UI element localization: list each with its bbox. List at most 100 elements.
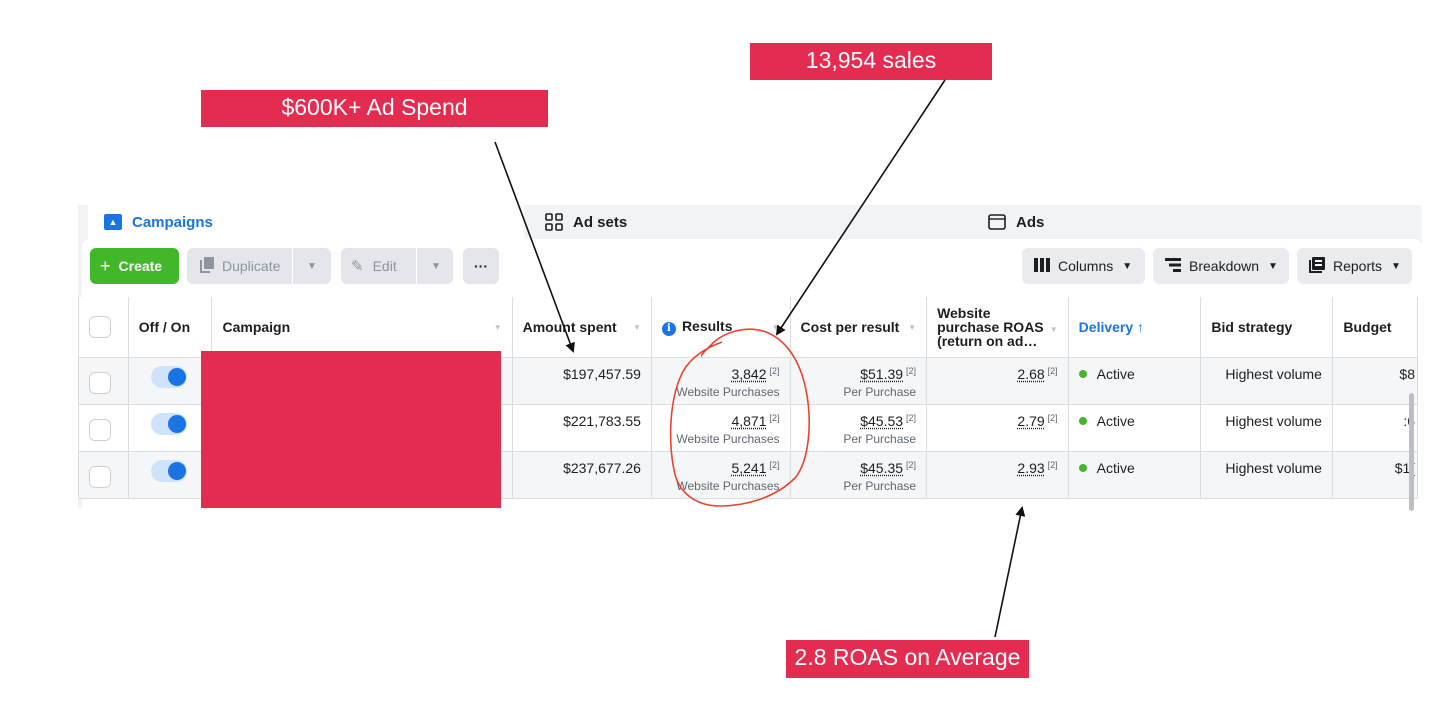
duplicate-button[interactable]: Duplicate ▼ bbox=[187, 248, 331, 284]
campaigns-panel: + Create Duplicate ▼ ✎ Edit ▼ ··· bbox=[78, 239, 1422, 508]
row-checkbox[interactable] bbox=[89, 465, 111, 488]
column-label: Cost per result bbox=[800, 318, 900, 335]
columns-button[interactable]: Columns ▼ bbox=[1022, 248, 1145, 284]
results-type-label: Website Purchases bbox=[676, 478, 780, 493]
tab-label: Ad sets bbox=[573, 213, 628, 231]
tab-ad-sets[interactable]: Ad sets bbox=[524, 205, 974, 239]
select-all-checkbox[interactable] bbox=[89, 315, 111, 338]
delivery-status: Active bbox=[1096, 365, 1135, 382]
footnote-marker[interactable]: [2] bbox=[769, 459, 780, 470]
sort-icon[interactable]: ▼ bbox=[908, 323, 917, 332]
split-divider bbox=[292, 248, 293, 284]
reports-icon bbox=[1309, 256, 1325, 276]
columns-label: Columns bbox=[1058, 258, 1114, 274]
column-header-results[interactable]: i Results ▼ bbox=[650, 297, 791, 358]
duplicate-label: Duplicate bbox=[222, 258, 281, 274]
pencil-icon: ✎ bbox=[351, 258, 364, 275]
column-label: Bid strategy bbox=[1211, 318, 1293, 335]
results-type-label: Website Purchases bbox=[676, 384, 780, 399]
column-header-delivery[interactable]: Delivery ↑ bbox=[1067, 297, 1202, 358]
tab-campaigns[interactable]: ▲ Campaigns bbox=[88, 205, 524, 239]
campaign-name-redaction bbox=[201, 351, 501, 508]
campaign-toggle[interactable] bbox=[150, 412, 187, 435]
roas-value[interactable]: 2.79 bbox=[1017, 412, 1045, 429]
column-header-cost-per-result[interactable]: Cost per result ▼ bbox=[789, 297, 928, 358]
toolbar: + Create Duplicate ▼ ✎ Edit ▼ ··· bbox=[82, 239, 1422, 297]
roas-value[interactable]: 2.93 bbox=[1017, 459, 1045, 476]
results-value[interactable]: 5,241 bbox=[731, 459, 767, 476]
roas-value[interactable]: 2.68 bbox=[1017, 365, 1045, 382]
edit-dropdown-icon[interactable]: ▼ bbox=[431, 261, 441, 272]
column-label: Amount spent bbox=[522, 318, 617, 335]
tab-label: Campaigns bbox=[132, 213, 213, 231]
tab-ads[interactable]: Ads bbox=[974, 205, 1410, 239]
column-label: Results bbox=[681, 317, 733, 334]
column-header-off-on[interactable]: Off / On bbox=[127, 297, 213, 358]
column-label: Delivery bbox=[1078, 318, 1134, 335]
footnote-marker[interactable]: [2] bbox=[769, 365, 780, 376]
info-icon[interactable]: i bbox=[661, 321, 676, 336]
more-icon: ··· bbox=[474, 258, 488, 274]
column-header-campaign[interactable]: Campaign ▼ bbox=[211, 297, 513, 358]
results-type-label: Website Purchases bbox=[676, 431, 780, 446]
level-tabs: ▲ Campaigns Ad sets Ads bbox=[78, 205, 1422, 239]
campaigns-icon: ▲ bbox=[104, 214, 122, 230]
create-label: Create bbox=[118, 258, 163, 274]
ad-spend-callout: $600K+ Ad Spend bbox=[201, 90, 548, 127]
column-label: Website bbox=[937, 304, 991, 321]
campaign-toggle[interactable] bbox=[150, 459, 187, 482]
roas-arrow bbox=[994, 506, 1026, 638]
footnote-marker[interactable]: [2] bbox=[1047, 459, 1058, 470]
sort-icon[interactable]: ▼ bbox=[633, 323, 641, 332]
duplicate-dropdown-icon[interactable]: ▼ bbox=[307, 261, 317, 272]
cost-per-result-value[interactable]: $51.39 bbox=[860, 365, 904, 382]
footnote-marker[interactable]: [2] bbox=[906, 412, 917, 423]
delivery-status: Active bbox=[1096, 412, 1135, 429]
chevron-down-icon: ▼ bbox=[1268, 260, 1278, 272]
sort-icon[interactable]: ▼ bbox=[771, 323, 780, 332]
column-header-bid-strategy[interactable]: Bid strategy bbox=[1200, 297, 1334, 358]
roas-callout: 2.8 ROAS on Average bbox=[786, 640, 1029, 678]
split-divider bbox=[416, 248, 417, 284]
bid-strategy-value: Highest volume bbox=[1225, 412, 1322, 429]
create-button[interactable]: + Create bbox=[90, 248, 179, 284]
results-value[interactable]: 3,842 bbox=[731, 365, 767, 382]
column-header-amount-spent[interactable]: Amount spent ▼ bbox=[511, 297, 652, 358]
chevron-down-icon: ▼ bbox=[1391, 260, 1401, 272]
cost-per-result-value[interactable]: $45.53 bbox=[860, 412, 904, 429]
sort-ascending-icon[interactable]: ↑ bbox=[1133, 318, 1145, 335]
footnote-marker[interactable]: [2] bbox=[1047, 412, 1058, 423]
edit-label: Edit bbox=[372, 258, 397, 274]
row-checkbox[interactable] bbox=[89, 418, 111, 441]
plus-icon: + bbox=[100, 255, 111, 276]
column-label: Campaign bbox=[222, 318, 291, 335]
results-value[interactable]: 4,871 bbox=[731, 412, 767, 429]
amount-spent-value: $221,783.55 bbox=[563, 412, 641, 429]
footnote-marker[interactable]: [2] bbox=[1047, 365, 1058, 376]
cost-type-label: Per Purchase bbox=[843, 478, 917, 493]
footnote-marker[interactable]: [2] bbox=[769, 412, 780, 423]
row-checkbox[interactable] bbox=[89, 371, 111, 394]
column-header-roas[interactable]: Website purchase ROAS (return on ad… ▼ bbox=[926, 297, 1069, 358]
column-label: Budget bbox=[1343, 318, 1392, 335]
sales-callout: 13,954 sales bbox=[750, 43, 992, 80]
sort-icon[interactable]: ▼ bbox=[493, 323, 502, 332]
status-dot bbox=[1078, 369, 1087, 378]
columns-icon bbox=[1034, 257, 1050, 275]
more-options-button[interactable]: ··· bbox=[463, 248, 499, 284]
reports-button[interactable]: Reports ▼ bbox=[1297, 248, 1412, 284]
sort-icon[interactable]: ▼ bbox=[1049, 325, 1058, 334]
ad-sets-icon bbox=[545, 213, 563, 231]
vertical-scrollbar[interactable] bbox=[1409, 393, 1414, 511]
footnote-marker[interactable]: [2] bbox=[906, 459, 917, 470]
cost-per-result-value[interactable]: $45.35 bbox=[860, 459, 904, 476]
breakdown-button[interactable]: Breakdown ▼ bbox=[1153, 248, 1289, 284]
tab-label: Ads bbox=[1016, 213, 1045, 231]
column-header-budget[interactable]: Budget bbox=[1332, 297, 1418, 358]
edit-button[interactable]: ✎ Edit ▼ bbox=[341, 248, 453, 284]
campaigns-table: Off / On Campaign ▼ Amount spent ▼ i Result… bbox=[78, 297, 1418, 499]
footnote-marker[interactable]: [2] bbox=[906, 365, 917, 376]
campaign-toggle[interactable] bbox=[150, 365, 187, 388]
bid-strategy-value: Highest volume bbox=[1225, 459, 1322, 476]
bid-strategy-value: Highest volume bbox=[1225, 365, 1322, 382]
